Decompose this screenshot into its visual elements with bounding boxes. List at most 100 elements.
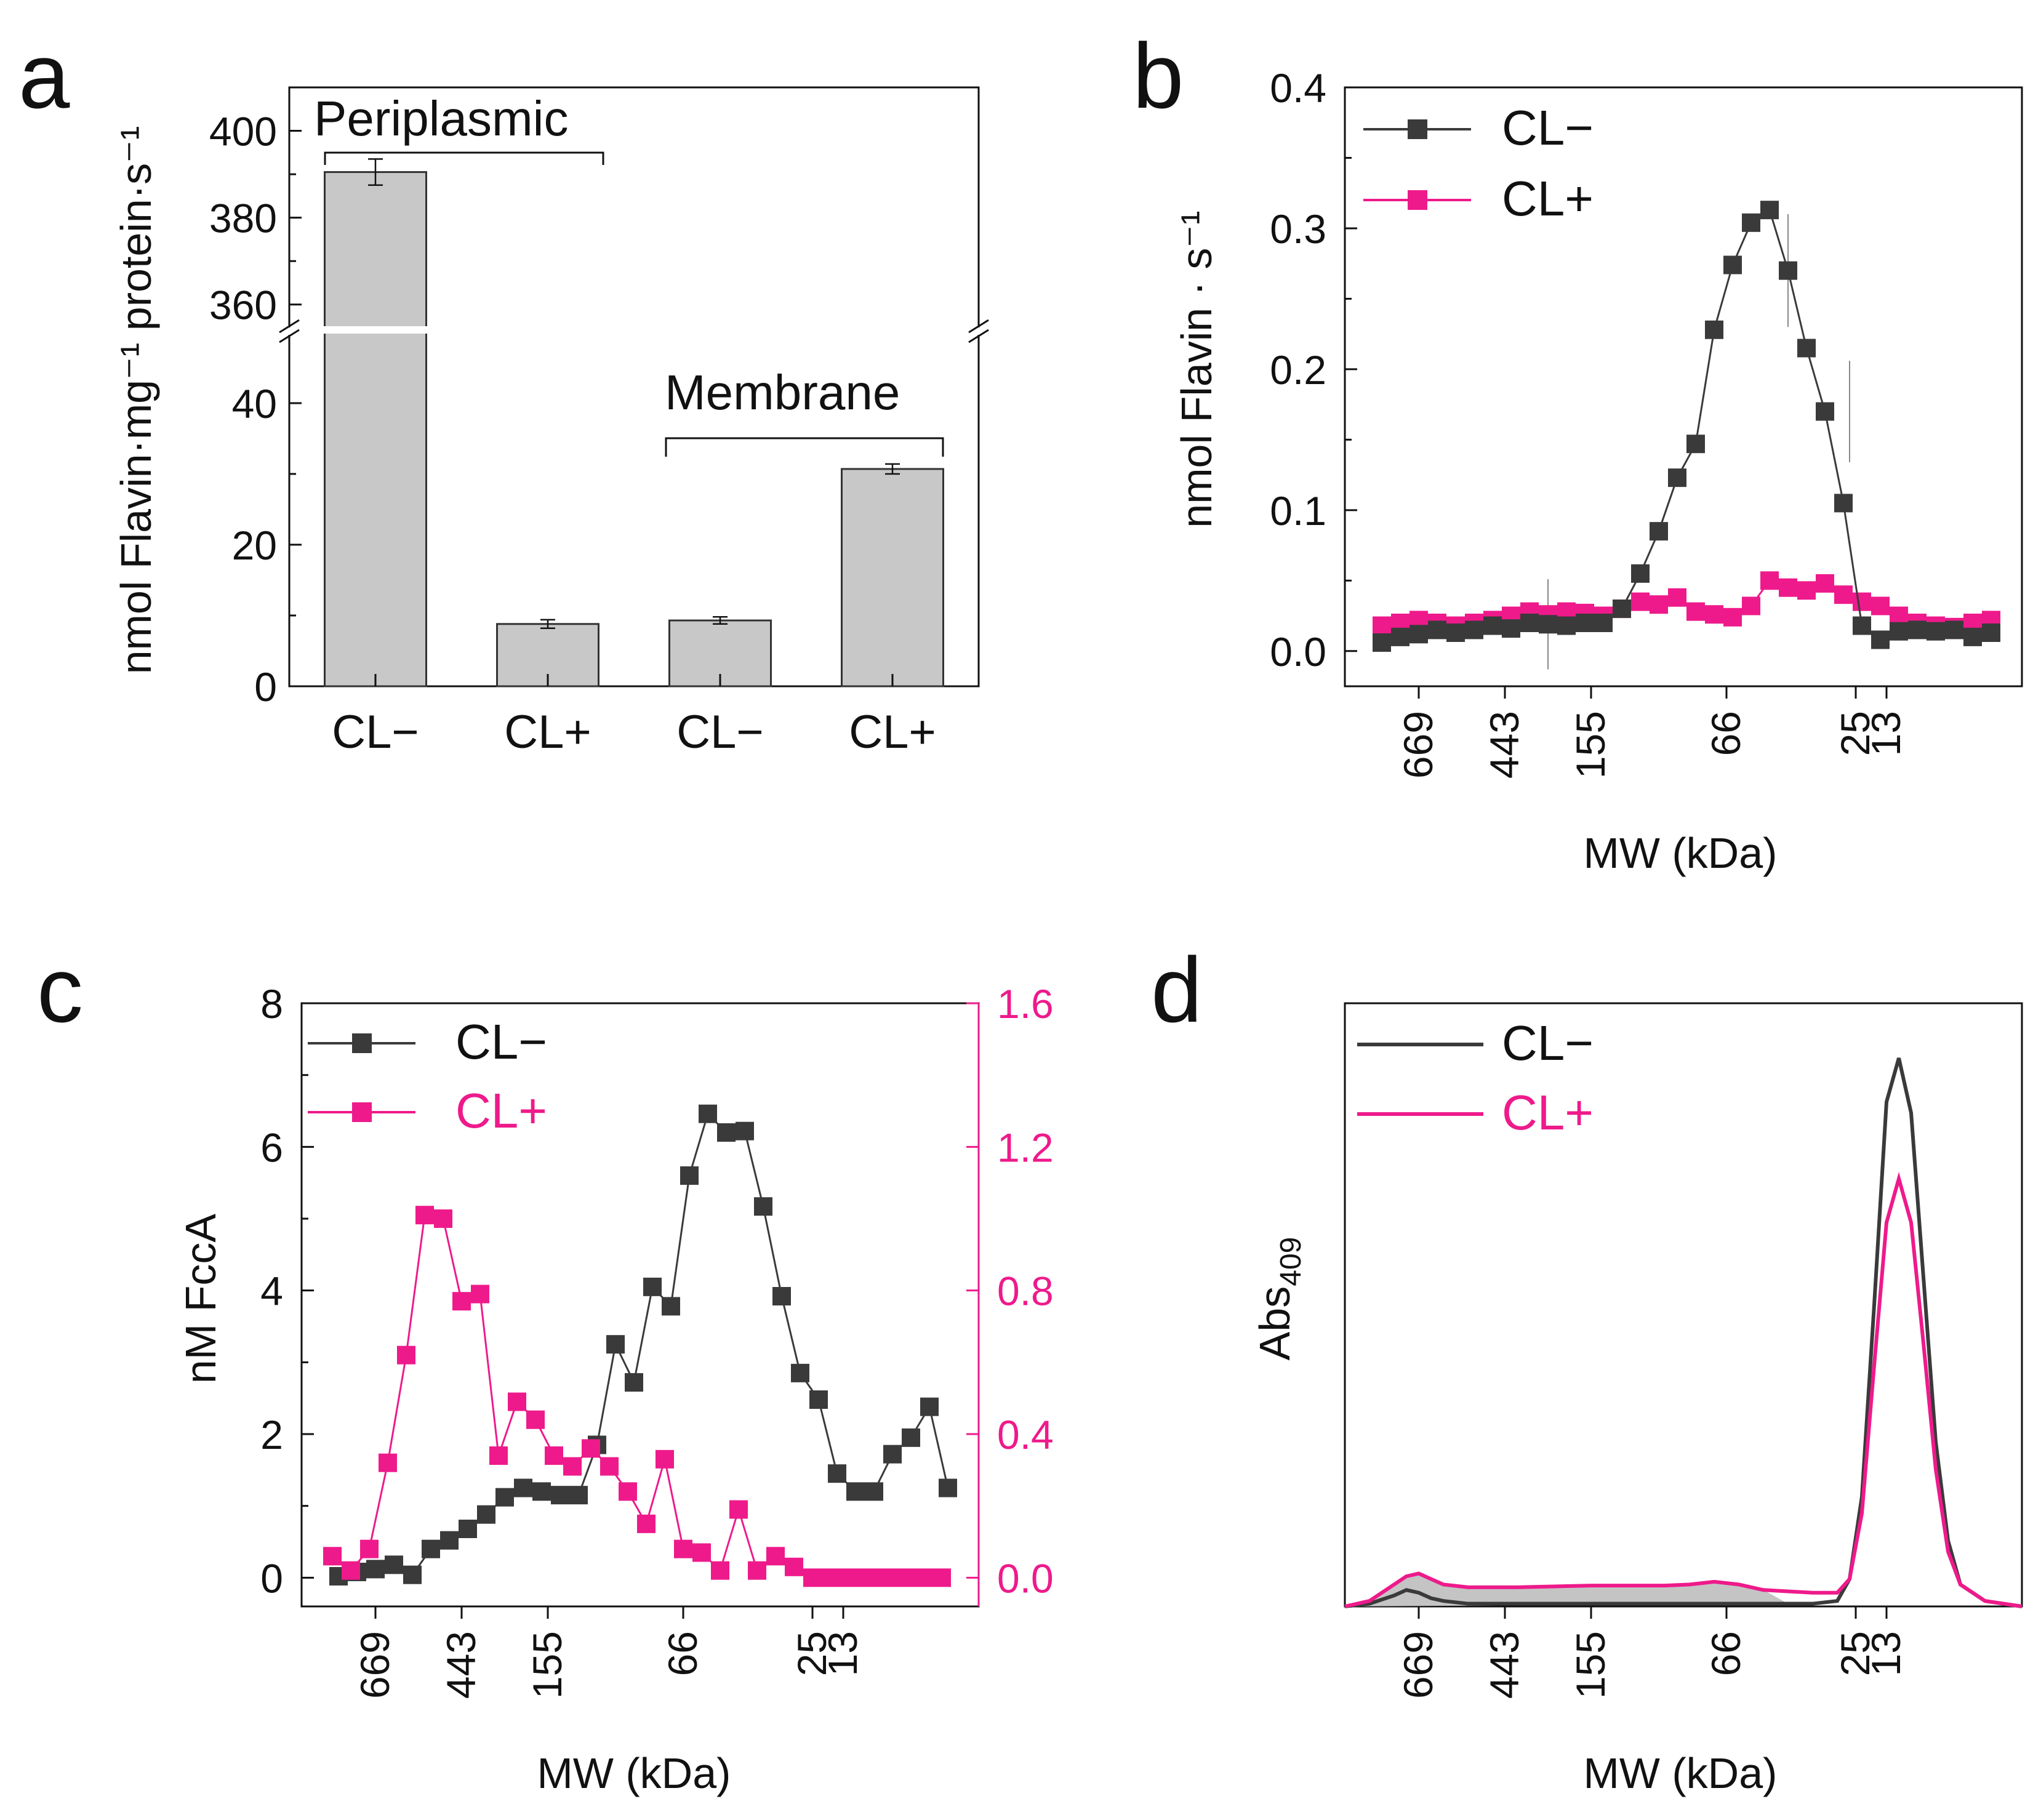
y-tick-label: 6 xyxy=(260,1124,283,1170)
series-cl-plus-point xyxy=(1853,592,1871,611)
series-cl-plus-point xyxy=(877,1568,896,1587)
legend-cl-minus-marker xyxy=(352,1033,372,1053)
series-cl-plus-point xyxy=(489,1446,508,1465)
series-cl-minus-point xyxy=(403,1565,422,1584)
panel-d-x-tick-label: 443 xyxy=(1482,1631,1527,1699)
series-cl-plus-point xyxy=(1742,596,1760,615)
series-cl-plus-point xyxy=(859,1568,877,1587)
y-tick-label: 360 xyxy=(209,283,277,328)
series-cl-plus-point xyxy=(452,1292,471,1311)
axis-break-mark-right-2 xyxy=(968,329,989,343)
series-cl-minus-point xyxy=(1576,613,1594,632)
panel-d-x-tick-label: 13 xyxy=(1863,1631,1909,1676)
panel-d-x-tick-label: 25 xyxy=(1832,1631,1878,1676)
series-cl-plus-point xyxy=(692,1543,711,1562)
panel-d-x-tick-label: 669 xyxy=(1395,1631,1441,1699)
svg-text:Abs409: Abs409 xyxy=(1251,1237,1307,1361)
series-cl-minus-point xyxy=(1871,630,1890,649)
series-cl-plus-point xyxy=(323,1547,342,1566)
panel-c-legend-cl-plus: CL+ xyxy=(455,1083,547,1138)
series-cl-minus-point xyxy=(920,1397,939,1416)
panel-d-letter: d xyxy=(1151,938,1202,1041)
series-cl-plus-point xyxy=(656,1449,674,1469)
series-cl-minus-point xyxy=(1890,622,1908,641)
series-cl-minus-point xyxy=(939,1478,957,1497)
panel-a-y-label: nmol Flavin·mg⁻¹ protein·s⁻¹ xyxy=(112,126,160,675)
series-cl-plus-point xyxy=(471,1285,489,1304)
y2-tick-label: 0.4 xyxy=(997,1412,1054,1457)
series-cl-plus-point xyxy=(545,1446,563,1465)
panel-d-x-tick-label: 155 xyxy=(1568,1631,1613,1699)
series-cl-minus-point xyxy=(662,1297,680,1316)
group-label-periplasmic: Periplasmic xyxy=(314,91,568,146)
series-cl-plus-point xyxy=(1631,592,1650,611)
series-cl-plus-point xyxy=(932,1568,951,1587)
series-cl-minus-point xyxy=(1391,627,1409,646)
series-cl-plus-point xyxy=(1723,607,1742,627)
series-cl-minus-point xyxy=(1963,627,1982,646)
series-cl-plus-point xyxy=(526,1410,545,1429)
series-cl-minus-point xyxy=(1539,615,1557,634)
series-cl-minus-point xyxy=(495,1488,514,1507)
series-cl-plus-point xyxy=(1834,585,1853,604)
series-cl-minus-line xyxy=(1381,208,1992,644)
panel-a-frame xyxy=(288,86,980,688)
series-cl-minus-point xyxy=(569,1486,588,1505)
series-cl-minus-point xyxy=(1613,599,1631,619)
x-category-label: CL+ xyxy=(504,706,591,758)
series-cl-minus-point xyxy=(902,1428,920,1447)
series-cl-plus-point xyxy=(766,1547,785,1566)
legend-cl-minus-marker xyxy=(1408,119,1427,139)
series-cl-minus-point xyxy=(477,1505,495,1524)
series-cl-plus-point xyxy=(415,1206,434,1225)
legend-cl-plus-marker xyxy=(352,1102,372,1122)
panel-d-y-label: Abs409 xyxy=(1251,1237,1307,1361)
series-cl-minus-point xyxy=(791,1363,809,1382)
panel-c-x-tick-label: 443 xyxy=(438,1631,484,1699)
series-cl-plus-point xyxy=(785,1557,803,1576)
difference-shaded-area xyxy=(1345,1573,1788,1606)
series-cl-minus-point xyxy=(1428,620,1446,639)
panel-c-x-tick-label: 25 xyxy=(789,1631,835,1676)
panel-d-legend-cl-plus: CL+ xyxy=(1502,1085,1594,1140)
series-cl-plus-point xyxy=(1668,588,1686,607)
series-cl-plus-point xyxy=(563,1457,582,1476)
series-cl-minus-point xyxy=(1760,201,1779,220)
series-cl-minus-point xyxy=(1668,468,1686,487)
series-cl-plus-point xyxy=(508,1392,526,1411)
series-cl-plus-point xyxy=(711,1561,729,1580)
series-cl-minus-point xyxy=(1742,213,1760,232)
series-cl-plus-point xyxy=(840,1568,859,1587)
group-bracket-membrane xyxy=(665,437,944,457)
series-cl-minus-point xyxy=(717,1123,736,1142)
series-cl-plus-point xyxy=(1650,595,1668,614)
series-cl-minus-point xyxy=(625,1373,643,1392)
y-tick-label: 0 xyxy=(254,664,277,710)
series-cl-minus-point xyxy=(736,1121,754,1141)
x-category-label: CL− xyxy=(676,706,764,758)
series-cl-plus-point xyxy=(1373,616,1391,635)
panel-c-x-tick-label: 669 xyxy=(352,1631,398,1699)
panel-d-x-tick-label: 66 xyxy=(1703,1631,1749,1676)
series-cl-minus-point xyxy=(1650,522,1668,541)
series-cl-plus-line xyxy=(1344,1171,2023,1608)
series-cl-plus-point xyxy=(896,1568,914,1587)
axis-break-mark-left-2 xyxy=(279,329,300,343)
series-cl-minus-point xyxy=(865,1482,883,1501)
panel-a-plot-area: 0 20 40 360 380 400 CL− CL+ CL− CL+ xyxy=(209,86,991,758)
series-cl-minus-point xyxy=(1723,255,1742,275)
series-cl-minus-point xyxy=(643,1277,662,1296)
series-cl-plus-point xyxy=(1705,605,1723,624)
series-cl-minus-point xyxy=(1557,616,1576,635)
bar xyxy=(324,171,427,688)
axis-break-mark-right-1 xyxy=(968,319,989,334)
y-tick-label: 8 xyxy=(260,981,283,1027)
y-tick-label: 20 xyxy=(232,523,277,568)
series-cl-plus-point xyxy=(342,1561,360,1580)
y-tick-label: 0.1 xyxy=(1270,488,1326,534)
bar xyxy=(841,468,944,688)
series-cl-minus-point xyxy=(1779,261,1797,280)
series-cl-plus-point xyxy=(1797,581,1816,600)
